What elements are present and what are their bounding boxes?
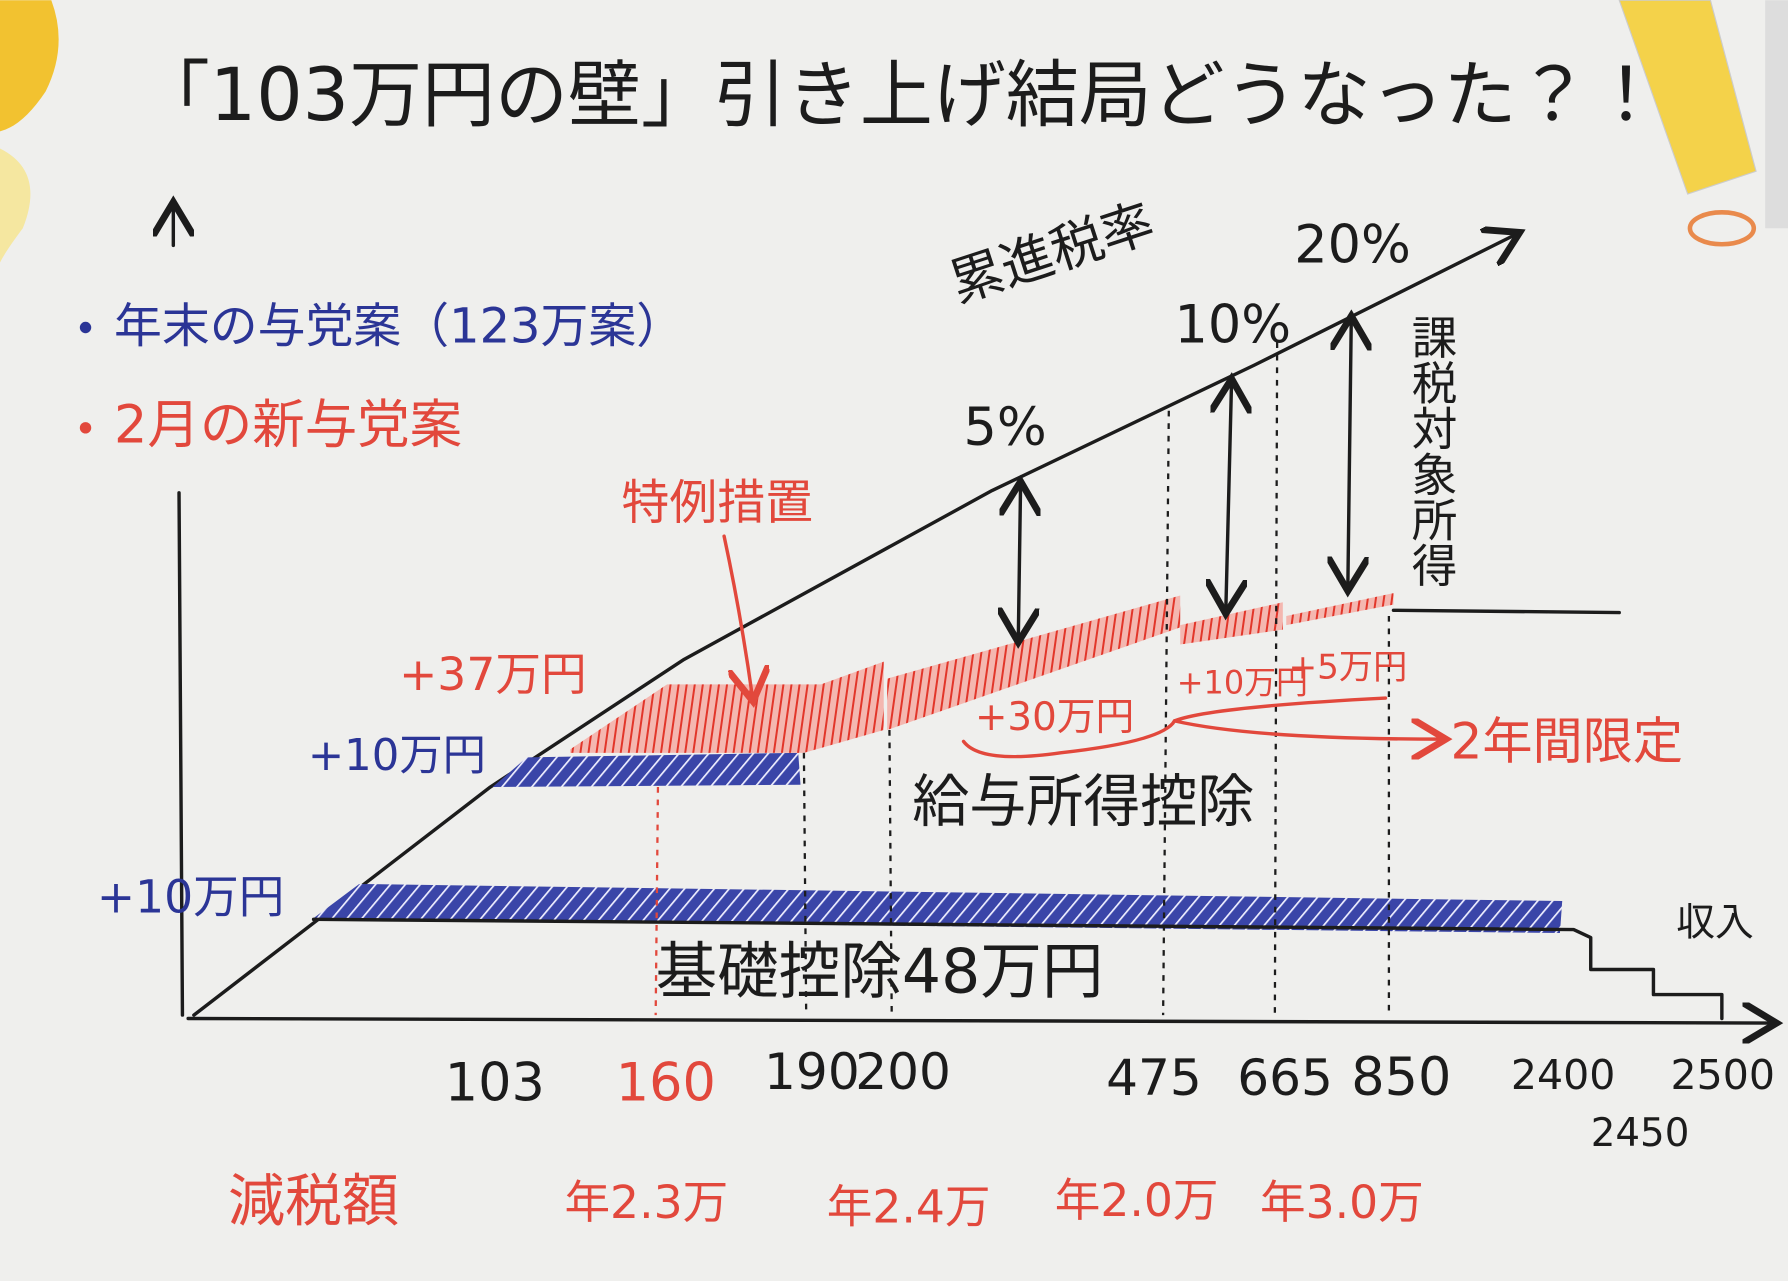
step-line [311,917,1724,1021]
x-label: 850 [1351,1047,1451,1108]
increase-label: +5万円 [1289,648,1408,688]
x-label: 103 [445,1053,545,1114]
guide-line [802,752,808,1016]
x-label: 2400 [1511,1051,1615,1099]
basic-deduction: 基礎控除48万円 [656,935,1104,1007]
double-arrow [1226,382,1232,610]
double-arrow [1018,485,1020,639]
x-label: 160 [616,1053,716,1114]
special-band [887,595,1181,731]
legend-item: 年末の与党案（123万案） [114,299,684,354]
salary-deduction: 給与所得控除 [912,769,1254,835]
tax-cut-label: 減税額 [228,1168,399,1234]
bracket [961,696,1388,759]
increase-label: +10万円 [308,731,486,781]
tax-cut-amount: 年3.0万 [1260,1176,1424,1229]
x-label: 475 [1106,1048,1202,1107]
x-label: 2500 [1671,1051,1775,1099]
guide-line [654,787,660,1016]
increase-label: +10万円 [1177,664,1308,702]
x-axis [186,1019,1773,1024]
salary-deduction-band [492,752,801,788]
legend-bullet [79,321,92,334]
tax-cut-amount: 年2.3万 [564,1176,728,1229]
pointer-arrow [722,534,753,698]
period-label: 2年間限定 [1450,712,1683,771]
decoration [0,0,59,132]
rate: 20% [1294,214,1411,275]
decoration [1687,210,1757,247]
increase-label: +30万円 [975,695,1134,740]
title: 「103万円の壁」引き上げ結局どうなった？！ [137,53,1663,138]
legend-bullet [79,422,92,434]
guide-line [1161,410,1170,1016]
tax-cut-amount: 年2.4万 [827,1181,991,1234]
decoration [1765,0,1788,229]
x-label: 190 [764,1042,860,1101]
special-measure: 特例措置 [621,476,813,531]
legend-item: 2月の新与党案 [114,395,462,456]
taxable-income: 課税対象所得 [1405,314,1458,588]
decoration [1618,0,1757,195]
special-band [1180,602,1283,645]
axis-title: 収入 [1676,900,1754,945]
y-axis [177,491,185,1017]
rate: 5% [964,397,1047,458]
x-label: 665 [1237,1048,1333,1107]
tax-cut-amount: 年2.0万 [1055,1174,1219,1227]
x-label: 2450 [1591,1111,1690,1156]
decoration [0,148,31,263]
guide-line [888,730,893,1016]
special-band [1286,593,1394,626]
period-arrow [1172,721,1443,739]
increase-label: +10万円 [97,870,284,923]
threshold-line [1391,608,1621,615]
x-label: 200 [855,1042,951,1101]
double-arrow [1348,320,1351,588]
increase-label: +37万円 [399,648,586,701]
rate: 10% [1175,294,1292,355]
